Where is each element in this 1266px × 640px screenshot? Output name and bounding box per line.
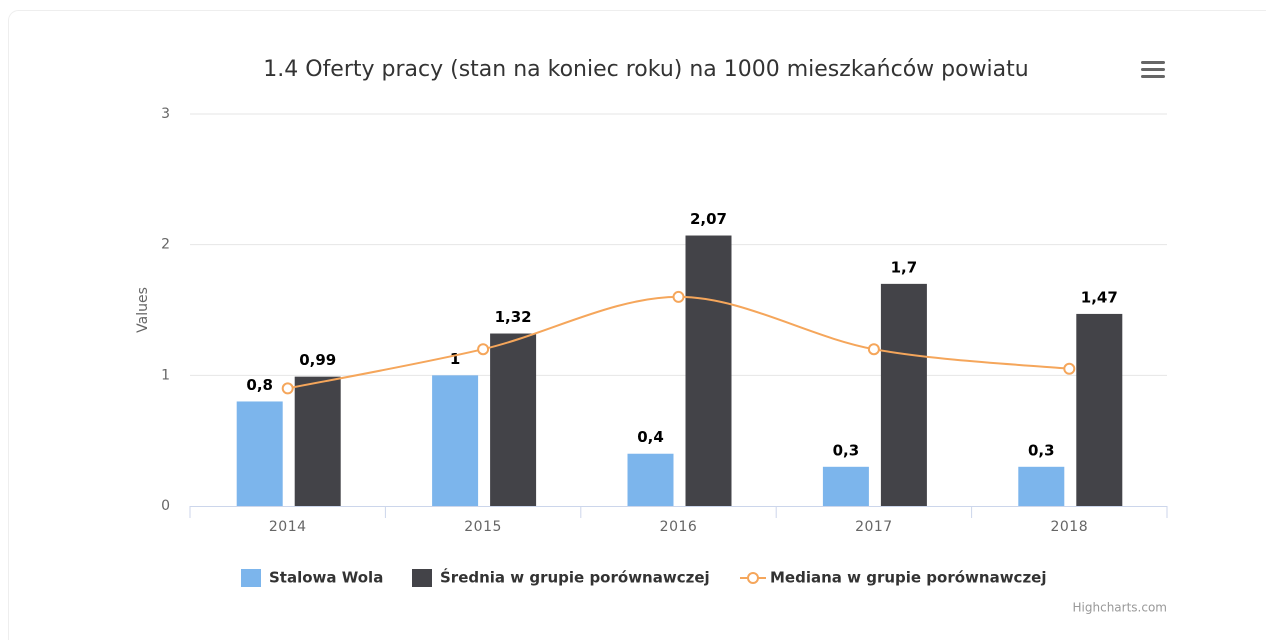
legend-label[interactable]: Średnia w grupie porównawczej xyxy=(440,568,710,587)
bar xyxy=(1076,313,1123,506)
y-tick-label: 0 xyxy=(161,498,170,514)
legend-swatch xyxy=(747,572,759,584)
x-tick-label: 2017 xyxy=(855,519,893,535)
bar xyxy=(490,333,537,506)
value-label: 1,32 xyxy=(495,308,532,326)
value-label: 0,3 xyxy=(833,441,860,459)
line-marker xyxy=(672,290,685,303)
bar xyxy=(685,235,732,506)
bar xyxy=(880,283,927,506)
value-label: 1 xyxy=(450,350,460,368)
bar xyxy=(627,453,674,506)
x-tick-label: 2018 xyxy=(1050,519,1088,535)
y-tick-label: 1 xyxy=(161,367,170,383)
y-tick-label: 2 xyxy=(161,237,170,253)
bar xyxy=(236,401,283,506)
line-marker xyxy=(281,382,294,395)
legend-label[interactable]: Stalowa Wola xyxy=(269,569,383,587)
chart-title: 1.4 Oferty pracy (stan na koniec roku) n… xyxy=(263,57,1028,82)
credits[interactable]: Highcharts.com xyxy=(1073,601,1167,615)
legend-swatch xyxy=(412,569,432,587)
legend-swatch xyxy=(241,569,261,587)
line-marker xyxy=(477,343,490,356)
line-marker xyxy=(867,343,880,356)
y-tick-label: 3 xyxy=(161,106,170,122)
value-label: 1,7 xyxy=(891,258,918,276)
menu-button[interactable] xyxy=(1141,61,1165,78)
bar xyxy=(432,375,479,506)
line-marker xyxy=(1063,362,1076,375)
bar xyxy=(822,466,869,506)
x-tick-label: 2016 xyxy=(660,519,698,535)
bar xyxy=(1018,466,1065,506)
value-label: 0,4 xyxy=(637,428,664,446)
bar xyxy=(294,376,341,506)
x-tick-label: 2014 xyxy=(269,519,307,535)
legend-label[interactable]: Mediana w grupie porównawczej xyxy=(770,569,1047,587)
y-axis-label: Values xyxy=(135,287,151,333)
value-label: 1,47 xyxy=(1081,288,1118,306)
value-label: 2,07 xyxy=(690,210,727,228)
value-label: 0,8 xyxy=(246,376,273,394)
value-label: 0,3 xyxy=(1028,441,1055,459)
x-tick-label: 2015 xyxy=(464,519,502,535)
value-label: 0,99 xyxy=(299,351,336,369)
